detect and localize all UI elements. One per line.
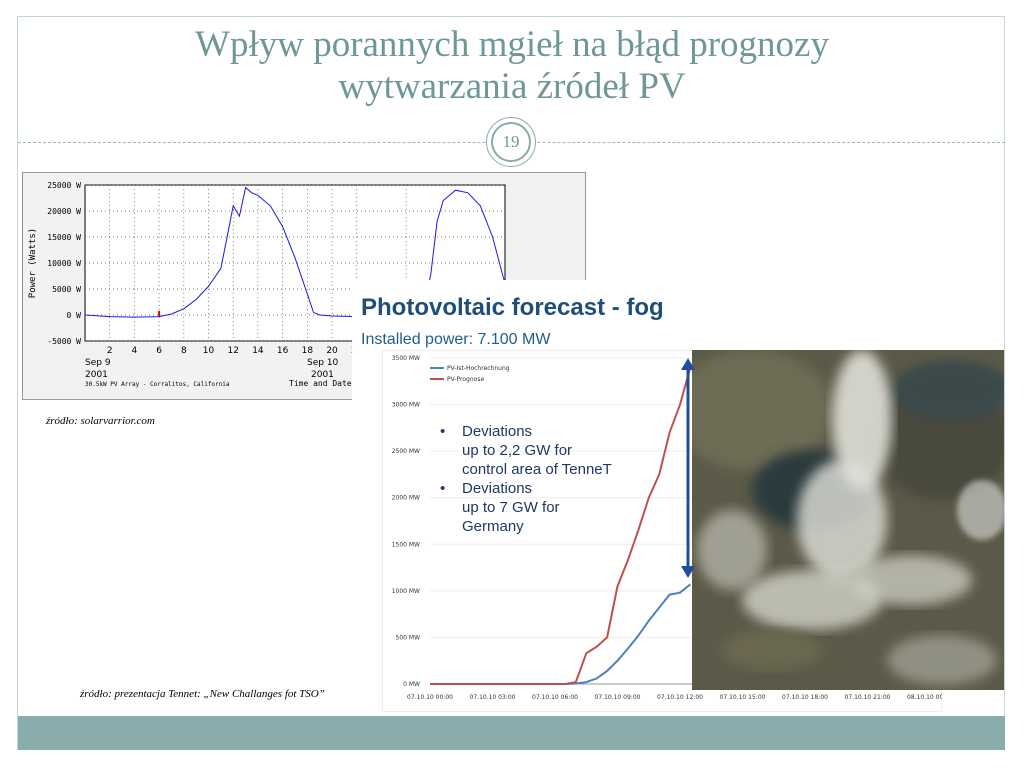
y-tick-label: 15000 W (47, 233, 81, 242)
forecast-panel-title: Photovoltaic forecast - fog (361, 294, 664, 321)
x-tick-label: 08.10.10 00:00 (907, 694, 942, 701)
slide-title-line-2: wytwarzania źródeł PV (338, 66, 686, 107)
footer-bar (18, 716, 1005, 750)
x-tick-label: 10 (203, 346, 215, 356)
x-tick-label: 16 (277, 346, 289, 356)
bullet-line: Germany (462, 518, 524, 535)
slide-title-line-1: Wpływ porannych mgieł na błąd prognozy (195, 24, 829, 65)
x-tick-label: 07.10.10 18:00 (782, 694, 828, 701)
x-tick-label: 07.10.10 03:00 (470, 694, 516, 701)
x-tick-label: 07.10.10 00:00 (407, 694, 453, 701)
date-label: Sep 10 (307, 358, 339, 368)
y-tick-label: 3000 MW (392, 402, 420, 409)
y-tick-label: 500 MW (396, 634, 421, 641)
power-series-line (84, 186, 506, 318)
marker (158, 311, 161, 316)
x-tick-label: 12 (228, 346, 239, 356)
y-axis-label: Power (Watts) (28, 228, 38, 298)
y-tick-label: 1000 MW (392, 588, 420, 595)
date-label: 2001 (85, 370, 108, 380)
date-label: Sep 9 (85, 358, 111, 368)
bullet-item: Deviations up to 2,2 GW for control area… (438, 422, 612, 479)
source-note-2: źródło: prezentacja Tennet: „New Challan… (80, 688, 325, 700)
x-tick-label: 14 (252, 346, 264, 356)
satellite-image (692, 350, 1004, 690)
bullet-line: up to 7 GW for (462, 499, 560, 516)
bullet-line: up to 2,2 GW for (462, 442, 573, 459)
y-tick-label: -5000 W (47, 337, 81, 346)
x-tick-label: 07.10.10 21:00 (845, 694, 891, 701)
x-tick-label: 07.10.10 06:00 (532, 694, 578, 701)
y-tick-label: 10000 W (47, 259, 81, 268)
x-tick-label: 6 (156, 346, 162, 356)
bullet-line: control area of TenneT (462, 461, 612, 478)
x-tick-label: 07.10.10 09:00 (595, 694, 641, 701)
bullet-line: Deviations (462, 423, 533, 440)
series-line-forecast (430, 367, 692, 685)
y-tick-label: 2000 MW (392, 495, 420, 502)
y-tick-label: 0 MW (403, 681, 420, 688)
x-tick-label: 07.10.10 15:00 (720, 694, 766, 701)
x-tick-label: 20 (326, 346, 338, 356)
source-note-1: źródło: solarvarrior.com (46, 415, 155, 427)
chart-footer: 30.5kW PV Array - Corralitos, California (85, 381, 230, 388)
x-tick-label: 2 (107, 346, 113, 356)
x-tick-label: 07.10.10 12:00 (657, 694, 703, 701)
satellite-fog-map (692, 350, 1004, 690)
deviation-bullets: Deviations up to 2,2 GW for control area… (438, 422, 612, 536)
y-tick-label: 20000 W (47, 207, 81, 216)
y-tick-label: 25000 W (47, 181, 81, 190)
forecast-panel-subtitle: Installed power: 7.100 MW (361, 331, 551, 348)
y-tick-label: 3500 MW (392, 355, 420, 362)
x-axis-label: Time and Date (289, 379, 352, 388)
y-tick-label: 1500 MW (392, 541, 420, 548)
bullet-line: Deviations (462, 480, 533, 497)
legend-label: PV-Prognose (447, 376, 484, 383)
y-tick-label: 5000 W (52, 285, 81, 294)
slide-title: Wpływ porannych mgieł na błąd prognozy w… (40, 24, 984, 108)
y-tick-label: 0 W (67, 311, 82, 320)
x-tick-label: 8 (181, 346, 187, 356)
y-tick-label: 2500 MW (392, 448, 420, 455)
legend-label: PV-Ist-Hochrechnung (447, 365, 510, 372)
x-tick-label: 4 (132, 346, 138, 356)
x-tick-label: 18 (302, 346, 314, 356)
date-label: 2001 (311, 370, 334, 380)
slide-number: 19 (502, 132, 520, 151)
bullet-item: Deviations up to 7 GW for Germany (438, 479, 612, 536)
deviation-arrow (681, 358, 695, 578)
slide-number-badge: 19 (486, 117, 536, 167)
